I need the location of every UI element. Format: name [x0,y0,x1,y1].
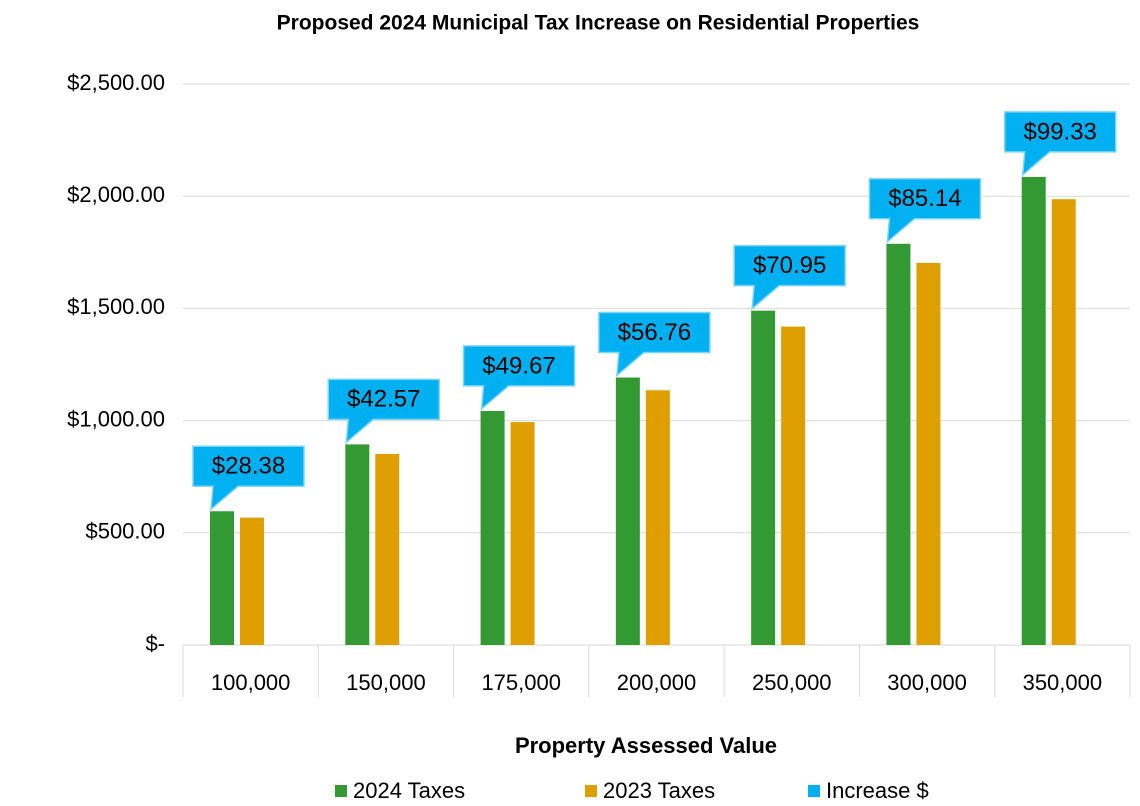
x-tick-label: 300,000 [887,670,967,695]
increase-callout: $42.57 [327,378,441,445]
x-tick-label: 100,000 [211,670,291,695]
callout-box [462,345,576,411]
x-tick-label: 250,000 [752,670,832,695]
callout-box [1003,111,1117,177]
bar [480,410,505,645]
increase-callout: $70.95 [733,244,846,311]
data-label: $28.38 [212,453,285,480]
increase-callout: $28.38 [192,445,305,512]
y-tick-label: $500.00 [85,519,165,544]
y-tick-label: $- [145,631,165,656]
legend-label: 2023 Taxes [603,778,715,803]
data-label: $70.95 [753,252,826,279]
increase-callout: $99.33 [1003,111,1117,177]
bar [1051,199,1076,645]
y-tick-label: $1,500.00 [67,294,165,319]
callout-box [733,244,846,311]
chart-title: Proposed 2024 Municipal Tax Increase on … [277,12,920,35]
x-tick-label: 150,000 [346,670,426,695]
bar [781,326,806,645]
callout-box [868,178,982,244]
bar [751,310,776,645]
data-label: $42.57 [347,386,420,413]
data-label: $56.76 [618,319,691,346]
x-tick-label: 350,000 [1023,670,1103,695]
legend-label: Increase $ [826,778,929,803]
data-label: $99.33 [1024,118,1097,145]
bar [375,453,400,645]
legend-label: 2024 Taxes [353,778,465,803]
y-tick-label: $1,000.00 [67,406,165,431]
y-tick-label: $2,500.00 [67,70,165,95]
legend-swatch [808,785,820,797]
x-axis-title: Property Assessed Value [515,733,777,758]
increase-callout: $49.67 [462,345,576,411]
data-label: $49.67 [482,352,555,379]
bar [240,517,264,645]
x-tick-label: 175,000 [481,670,561,695]
bar [615,377,640,645]
data-label: $85.14 [888,185,961,212]
y-tick-label: $2,000.00 [67,182,165,207]
bar [210,511,234,645]
bar [886,243,911,646]
legend-swatch [335,785,347,797]
legend-swatch [585,785,597,797]
callout-box [192,445,305,512]
increase-callout: $56.76 [598,311,711,378]
bar [645,390,670,645]
bar [510,422,535,645]
x-tick-label: 200,000 [617,670,697,695]
callout-box [598,311,711,378]
bar [1021,176,1046,646]
callout-box [327,378,441,445]
bar [345,444,370,645]
bar [916,262,941,645]
increase-callout: $85.14 [868,178,982,244]
